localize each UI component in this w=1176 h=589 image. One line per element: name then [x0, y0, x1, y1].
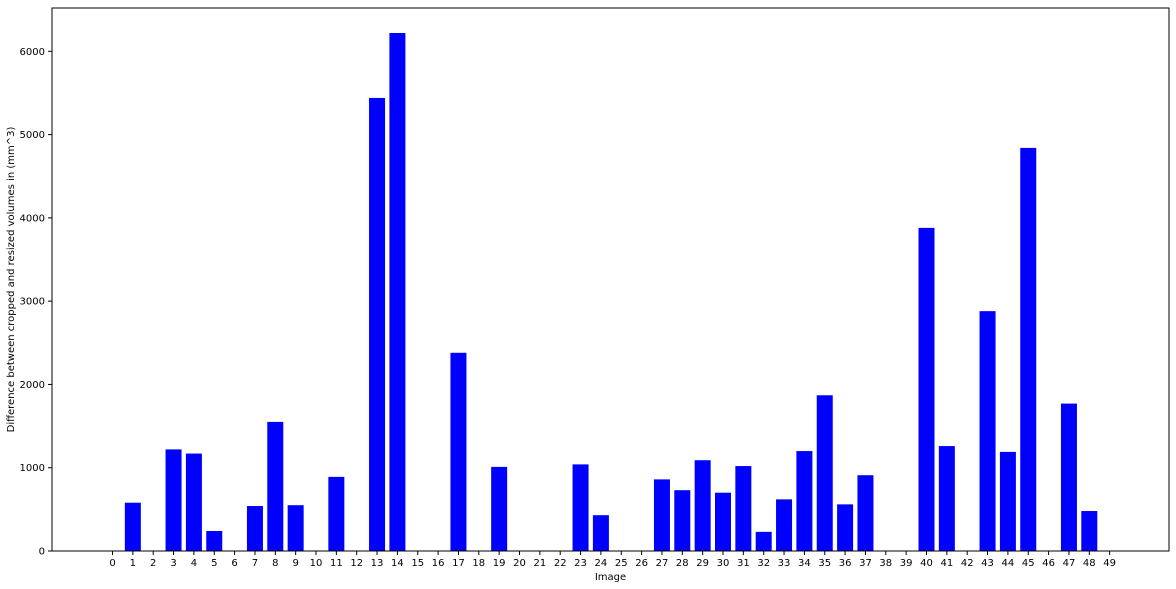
x-tick-label: 18: [472, 558, 485, 569]
x-tick-label: 48: [1083, 558, 1096, 569]
x-tick-label: 13: [371, 558, 384, 569]
x-tick-label: 23: [574, 558, 587, 569]
bar-48: [1081, 511, 1098, 551]
bar-36: [837, 504, 854, 551]
x-tick-label: 36: [839, 558, 852, 569]
x-tick-label: 6: [231, 558, 237, 569]
bar-17: [450, 352, 467, 551]
x-tick-label: 14: [391, 558, 404, 569]
x-tick-label: 35: [818, 558, 831, 569]
bar-32: [755, 531, 772, 551]
x-axis-label: Image: [595, 572, 626, 583]
x-tick-label: 46: [1042, 558, 1055, 569]
bar-3: [165, 449, 182, 551]
x-axis: 0 1 2 3 4 5 6 7 8 9 10 11 12 13 14 15 16 17 18 19 20 21 22 23 24…: [109, 551, 1116, 569]
x-tick-label: 9: [292, 558, 298, 569]
bar-37: [857, 475, 874, 551]
x-tick-label: 3: [170, 558, 176, 569]
bar-11: [328, 476, 345, 551]
x-tick-label: 21: [533, 558, 546, 569]
x-tick-label: 28: [676, 558, 689, 569]
x-tick-label: 24: [595, 558, 608, 569]
x-tick-label: 38: [879, 558, 892, 569]
bar-40: [918, 227, 935, 551]
bar-28: [674, 490, 691, 551]
x-tick-label: 17: [452, 558, 465, 569]
x-tick-label: 34: [798, 558, 811, 569]
y-tick-label: 3000: [20, 297, 45, 308]
bar-13: [369, 97, 386, 551]
bar-24: [592, 515, 609, 551]
bar-27: [653, 479, 670, 551]
x-tick-label: 45: [1022, 558, 1035, 569]
x-tick-label: 22: [554, 558, 567, 569]
x-tick-label: 33: [778, 558, 791, 569]
x-tick-label: 5: [211, 558, 217, 569]
x-tick-label: 42: [961, 558, 974, 569]
x-tick-label: 31: [737, 558, 750, 569]
x-tick-label: 47: [1063, 558, 1076, 569]
bar-8: [267, 421, 284, 551]
x-tick-label: 26: [635, 558, 648, 569]
y-tick-label: 6000: [20, 47, 45, 58]
x-tick-label: 40: [920, 558, 933, 569]
x-tick-label: 30: [717, 558, 730, 569]
bar-44: [999, 451, 1016, 551]
y-tick-label: 5000: [20, 130, 45, 141]
y-axis: 0 1000 2000 3000 4000 5000 6000: [20, 47, 52, 558]
bar-30: [715, 492, 731, 551]
x-tick-label: 29: [696, 558, 709, 569]
x-tick-label: 10: [310, 558, 323, 569]
x-tick-label: 27: [656, 558, 669, 569]
x-tick-label: 19: [493, 558, 506, 569]
x-tick-label: 8: [272, 558, 278, 569]
x-tick-label: 16: [432, 558, 445, 569]
x-tick-label: 41: [940, 558, 953, 569]
bars-group: [124, 32, 1098, 552]
x-tick-label: 43: [981, 558, 994, 569]
bar-35: [816, 395, 833, 551]
bar-7: [246, 506, 263, 551]
bar-5: [206, 531, 223, 551]
bar-29: [694, 460, 711, 551]
x-tick-label: 49: [1103, 558, 1116, 569]
x-tick-label: 44: [1002, 558, 1015, 569]
bar-47: [1060, 403, 1077, 551]
x-tick-label: 7: [252, 558, 258, 569]
x-tick-label: 12: [350, 558, 363, 569]
x-tick-label: 1: [130, 558, 136, 569]
bar-45: [1020, 147, 1037, 551]
bar-31: [735, 466, 752, 551]
bar-19: [491, 466, 508, 551]
bar-41: [938, 446, 955, 551]
x-tick-label: 32: [757, 558, 770, 569]
bar-4: [185, 453, 202, 551]
x-tick-label: 15: [411, 558, 424, 569]
x-tick-label: 4: [191, 558, 197, 569]
x-tick-label: 20: [513, 558, 526, 569]
bar-1: [124, 502, 141, 551]
x-tick-label: 37: [859, 558, 872, 569]
x-tick-label: 2: [150, 558, 156, 569]
bar-34: [796, 451, 813, 551]
y-tick-label: 4000: [20, 213, 45, 224]
y-tick-label: 2000: [20, 380, 45, 391]
bar-43: [979, 311, 996, 551]
y-tick-label: 1000: [20, 463, 45, 474]
y-tick-label: 0: [39, 547, 45, 558]
bar-33: [776, 499, 793, 551]
bar-14: [389, 32, 406, 552]
x-tick-label: 25: [615, 558, 628, 569]
y-axis-label: Difference between cropped and resized v…: [6, 127, 17, 433]
plot-frame: [51, 7, 1170, 552]
x-tick-label: 11: [330, 558, 343, 569]
x-tick-label: 39: [900, 558, 913, 569]
x-tick-label: 0: [109, 558, 115, 569]
bar-23: [572, 464, 589, 551]
bar-9: [287, 505, 304, 551]
